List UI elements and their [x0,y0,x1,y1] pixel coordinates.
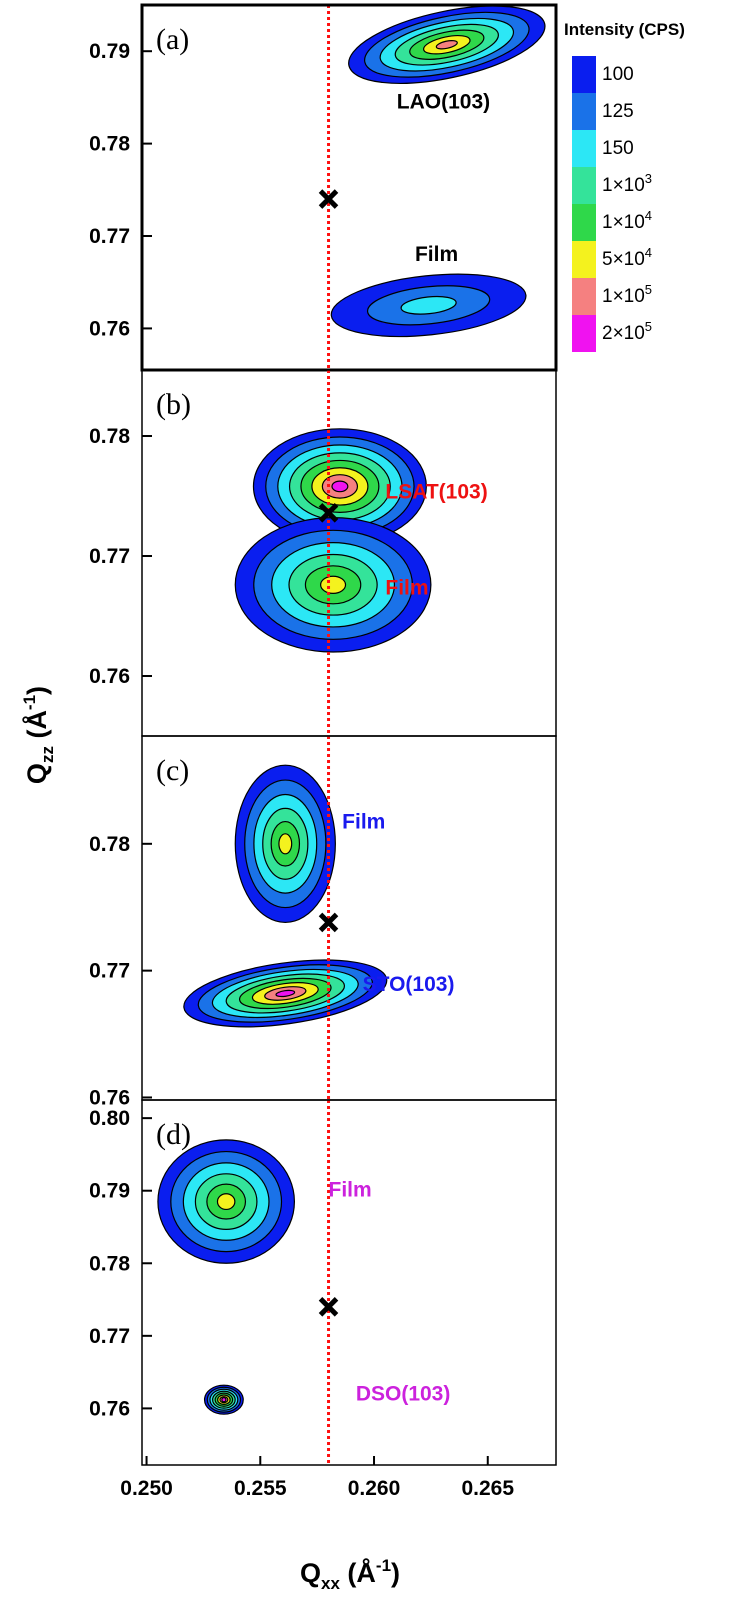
peak-label: DSO(103) [356,1382,451,1405]
panel-frame [141,735,557,1101]
y-tick-label: 0.79 [89,40,130,63]
y-tick-label: 0.77 [89,545,130,568]
colorbar-swatch [572,167,596,204]
y-axis-title: Qzz (Å-1) [20,686,57,784]
peak-film [330,273,527,338]
peak-label: Film [329,1179,372,1202]
x-tick-label: 0.265 [461,1477,514,1500]
colorbar-label: 5×104 [602,245,652,270]
peak-lao103 [348,5,546,84]
colorbar-swatch [572,93,596,130]
y-tick-label: 0.78 [89,833,130,856]
peak-film [157,1139,296,1264]
colorbar: Intensity (CPS) 100 125 150 1×103 1×104 5×104 1… [564,20,685,352]
x-tick-label: 0.260 [348,1477,401,1500]
panel-a: (a) 0.76 0.77 0.78 0.79 LAO(103) Film [89,3,558,372]
cross-marker [318,189,339,209]
colorbar-swatch [572,204,596,241]
x-axis: 0.250 0.255 0.260 0.265 [120,1456,514,1500]
panel-b: (b) 0.76 0.77 0.78 LSAT(103) Film [89,369,557,737]
peak-sto103 [183,959,388,1028]
panel-label: (a) [156,23,189,56]
x-tick-label: 0.250 [120,1477,173,1500]
peak-label: STO(103) [363,973,455,996]
colorbar-swatch [572,241,596,278]
cross-marker [318,912,339,933]
panel-c: (c) 0.76 0.77 0.78 Film STO(103) [89,735,557,1109]
colorbar-label: 1×104 [602,208,652,233]
panel-d: (d) 0.76 0.77 0.78 0.79 0.80 Film DSO(103) [89,1099,557,1466]
x-axis-title: Qxx (Å-1) [300,1556,400,1593]
x-tick-label: 0.255 [234,1477,287,1500]
peak-film [234,764,336,924]
cross-marker [318,1297,339,1317]
y-tick-label: 0.78 [89,133,130,156]
peak-film [234,516,432,653]
colorbar-swatch [572,315,596,352]
y-tick-label: 0.77 [89,225,130,248]
colorbar-label: 1×103 [602,171,652,196]
contour-level-3 [400,295,457,315]
contour-level-8 [221,1397,227,1403]
colorbar-swatch [572,130,596,167]
y-tick-label: 0.79 [89,1180,130,1203]
peak-label: LSAT(103) [385,480,487,503]
peak-label: Film [342,811,385,834]
colorbar-label: 1×105 [602,282,652,307]
y-tick-label: 0.76 [89,665,130,688]
y-tick-label: 0.77 [89,960,130,983]
y-tick-label: 0.76 [89,1086,130,1109]
colorbar-label: 2×105 [602,319,652,344]
peak-dso103 [203,1384,244,1415]
contour-level-6 [216,1193,236,1211]
y-tick-label: 0.76 [89,1397,130,1420]
colorbar-swatch [572,278,596,315]
colorbar-label: 150 [602,138,634,159]
peak-label: Film [415,243,458,266]
y-tick-label: 0.78 [89,425,130,448]
panel-label: (d) [156,1118,191,1151]
contour-level-6 [320,575,347,594]
colorbar-label: 125 [602,101,634,122]
y-tick-label: 0.78 [89,1252,130,1275]
peak-label: Film [385,576,428,599]
peak-label: LAO(103) [397,90,490,113]
y-tick-label: 0.77 [89,1325,130,1348]
colorbar-swatch [572,56,596,93]
colorbar-title: Intensity (CPS) [564,20,685,39]
contour-level-8 [331,480,349,493]
contour-level-8 [275,989,296,998]
y-tick-label: 0.80 [89,1107,130,1130]
y-tick-label: 0.76 [89,317,130,340]
contour-level-7 [435,40,458,50]
contour-level-6 [278,833,293,855]
colorbar-label: 100 [602,64,634,85]
panel-label: (c) [156,754,189,787]
panel-label: (b) [156,388,191,421]
peak-lsat103 [252,428,427,545]
cross-marker [318,503,339,523]
panel-frame [141,1099,557,1466]
